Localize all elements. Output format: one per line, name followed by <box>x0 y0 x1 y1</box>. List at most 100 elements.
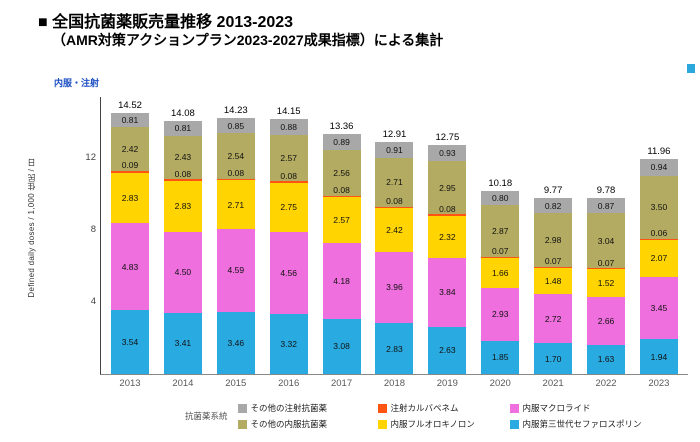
segment-value-label: 1.85 <box>491 352 509 363</box>
x-axis-tick-label: 2019 <box>436 378 458 389</box>
bar-segment-injectable-carbapenem: 0.07 <box>587 259 626 270</box>
bar-segment-oral-macrolide: 3.96 <box>375 251 414 324</box>
bar-segment-oral-fluoroquinolone: 1.66 <box>481 258 520 289</box>
legend-title: 抗菌薬系統 <box>185 411 228 421</box>
bar-segment-oral-macrolide: 2.66 <box>587 296 626 345</box>
legend-item: 内服フルオロキノロン <box>377 418 510 430</box>
segment-value-label: 0.08 <box>333 185 350 196</box>
legend-item: その他の注射抗菌薬 <box>237 402 378 414</box>
segment-value-label: 4.56 <box>280 267 297 278</box>
segment-value-label: 0.82 <box>544 200 562 211</box>
segment-value-label: 0.07 <box>544 256 562 267</box>
bar-total-label: 12.75 <box>435 131 460 143</box>
legend-label: その他の内服抗菌薬 <box>250 419 328 429</box>
segment-value-label: 3.84 <box>439 286 456 297</box>
segment-value-label: 0.80 <box>491 192 509 203</box>
segment-value-label: 2.42 <box>386 224 403 235</box>
bar-segment-oral-macrolide: 4.56 <box>269 232 308 315</box>
bar-column: 12.75 2.63 3.84 2.32 0.08 2.95 0.93 2019 <box>428 131 467 389</box>
legend-swatch <box>509 419 519 429</box>
bar-segment-other-oral-antibiotics: 2.87 <box>481 205 520 257</box>
segment-value-label: 2.93 <box>491 309 509 320</box>
segment-value-label: 3.32 <box>280 338 297 349</box>
segment-value-label: 2.71 <box>386 177 403 188</box>
bar-segment-injectable-carbapenem: 0.08 <box>269 172 308 183</box>
segment-value-label: 1.94 <box>650 351 668 362</box>
bar-segment-oral-macrolide: 2.72 <box>534 294 573 344</box>
bar-segment-other-oral-antibiotics: 2.56 <box>322 149 361 196</box>
legend-swatch <box>237 403 247 413</box>
bar-column: 9.78 1.63 2.66 1.52 0.07 3.04 0.87 2022 <box>587 184 626 389</box>
bar-segment-oral-fluoroquinolone: 1.52 <box>587 269 626 297</box>
legend-grid: その他の注射抗菌薬 注射カルバペネム 内服マクロライド その他の内服抗菌薬 内服フルオロ… <box>237 402 695 430</box>
bar-segment-injectable-carbapenem: 0.08 <box>428 205 467 216</box>
bar-segment-other-oral-antibiotics: 2.98 <box>534 212 573 267</box>
bar-column: 9.77 1.70 2.72 1.48 0.07 2.98 0.82 2021 <box>534 185 573 389</box>
bar-total-label: 13.36 <box>329 120 354 132</box>
bar-segment-injectable-carbapenem: 0.09 <box>111 161 149 173</box>
bar-segment-oral-3rd-gen-cephalosporin: 3.46 <box>216 311 255 374</box>
bar-segment-other-injectable-antibiotics: 0.80 <box>481 190 520 206</box>
legend-item: 内服マクロライド <box>509 402 695 414</box>
segment-value-label: 2.83 <box>174 200 192 211</box>
bar-segment-oral-3rd-gen-cephalosporin: 3.54 <box>111 310 149 374</box>
legend-label: 内服マクロライド <box>522 403 591 413</box>
bar-total-label: 14.15 <box>276 106 301 118</box>
x-axis-tick-label: 2021 <box>542 378 564 389</box>
segment-value-label: 2.43 <box>174 152 192 163</box>
bar-column: 10.18 1.85 2.93 1.66 0.07 2.87 0.80 2020 <box>481 178 520 389</box>
segment-value-label: 2.63 <box>439 345 456 356</box>
y-axis-tick-label: 4 <box>90 296 96 307</box>
segment-value-label: 3.96 <box>386 282 403 293</box>
bar-segment-other-oral-antibiotics: 3.50 <box>639 175 678 239</box>
bar-segment-other-oral-antibiotics: 2.43 <box>163 135 202 180</box>
bar-segment-oral-3rd-gen-cephalosporin: 1.63 <box>587 344 626 374</box>
bar-stack: 1.63 2.66 1.52 0.07 3.04 0.87 <box>587 197 626 374</box>
x-axis-tick-label: 2015 <box>225 378 247 389</box>
segment-value-label: 2.95 <box>439 182 456 193</box>
bar-total-label: 9.77 <box>543 185 563 197</box>
bar-segment-other-injectable-antibiotics: 0.89 <box>322 133 361 150</box>
segment-value-label: 3.41 <box>174 338 192 349</box>
segment-value-label: 0.81 <box>121 114 139 125</box>
teal-corner-mark <box>687 64 695 73</box>
legend-label: 内服第三世代セファロスポリン <box>522 419 642 429</box>
segment-value-label: 0.91 <box>386 144 403 155</box>
segment-value-label: 0.08 <box>227 168 245 179</box>
bar-segment-oral-3rd-gen-cephalosporin: 3.08 <box>322 318 361 374</box>
bar-total-label: 9.78 <box>596 184 616 196</box>
bar-segment-oral-3rd-gen-cephalosporin: 1.85 <box>481 340 520 374</box>
bar-segment-oral-3rd-gen-cephalosporin: 2.63 <box>428 326 467 374</box>
bar-segment-oral-macrolide: 2.93 <box>481 288 520 341</box>
bar-segment-injectable-carbapenem: 0.08 <box>216 169 255 181</box>
bar-segment-other-oral-antibiotics: 2.71 <box>375 158 414 207</box>
legend-swatch <box>237 419 247 429</box>
bar-total-label: 12.91 <box>382 128 407 140</box>
bar-segment-oral-3rd-gen-cephalosporin: 1.70 <box>534 343 573 374</box>
segment-value-label: 2.56 <box>333 167 350 178</box>
bar-segment-other-oral-antibiotics: 2.95 <box>428 161 467 215</box>
plot-area: 14.52 3.54 4.83 2.83 0.09 2.42 0.81 2013 14.08 3.… <box>85 97 688 389</box>
bar-segment-oral-macrolide: 3.84 <box>428 257 467 327</box>
bar-segment-oral-fluoroquinolone: 1.48 <box>534 267 573 295</box>
bar-segment-other-oral-antibiotics: 2.42 <box>111 127 149 171</box>
segment-value-label: 0.09 <box>121 160 139 171</box>
segment-value-label: 2.71 <box>227 199 245 210</box>
x-axis-tick-label: 2023 <box>648 378 670 389</box>
bar-stack: 3.32 4.56 2.75 0.08 2.57 0.88 <box>269 119 308 374</box>
segment-value-label: 2.83 <box>386 343 403 354</box>
segment-value-label: 0.07 <box>597 257 615 268</box>
bar-segment-other-injectable-antibiotics: 0.91 <box>375 141 414 159</box>
segment-value-label: 0.81 <box>174 123 192 134</box>
segment-value-label: 0.08 <box>280 170 297 181</box>
bar-segment-injectable-carbapenem: 0.08 <box>322 186 361 198</box>
x-axis-tick-label: 2017 <box>330 378 353 389</box>
bar-segment-oral-fluoroquinolone: 2.83 <box>163 180 202 232</box>
bar-segment-injectable-carbapenem: 0.08 <box>163 170 202 181</box>
y-axis-title: Defined daily doses / 1,000 住民 / 日 <box>27 158 36 298</box>
bar-stack: 3.54 4.83 2.83 0.09 2.42 0.81 <box>111 112 149 374</box>
bar-segment-oral-fluoroquinolone: 2.07 <box>639 239 678 278</box>
bar-segment-oral-macrolide: 4.83 <box>111 223 149 311</box>
legend-area: 抗菌薬系統 その他の注射抗菌薬 注射カルバペネム 内服マクロライド その他の内服抗菌薬… <box>185 402 695 430</box>
